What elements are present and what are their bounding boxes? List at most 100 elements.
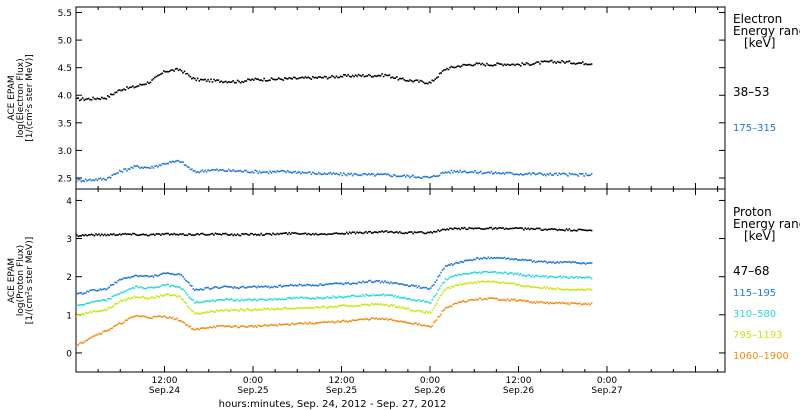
proton-data-point — [263, 307, 265, 310]
proton-data-point — [484, 228, 487, 230]
proton-data-point — [142, 287, 144, 289]
electron-data-point — [540, 172, 543, 175]
proton-data-point — [348, 283, 351, 285]
proton-data-point — [297, 322, 299, 325]
proton-data-point — [281, 323, 283, 326]
electron-data-point — [331, 74, 333, 77]
electron-data-point — [216, 79, 218, 81]
proton-data-point — [484, 281, 487, 283]
electron-data-point — [84, 178, 87, 181]
electron-data-point — [267, 79, 270, 82]
proton-data-point — [515, 258, 518, 260]
electron-data-point — [397, 175, 400, 178]
proton-data-point — [545, 275, 547, 277]
proton-data-point — [104, 308, 106, 311]
proton-data-point — [185, 324, 187, 326]
proton-data-point — [180, 233, 183, 236]
electron-data-point — [213, 78, 215, 81]
proton-data-point — [298, 296, 301, 299]
electron-data-point — [508, 172, 510, 174]
electron-data-point — [390, 175, 392, 178]
proton-data-point — [428, 231, 431, 234]
proton-data-point — [332, 282, 335, 285]
proton-data-point — [233, 233, 236, 236]
proton-data-point — [229, 298, 231, 301]
proton-data-point — [499, 257, 501, 259]
electron-ylabel-line: [1/(cm²s ster MeV)] — [25, 54, 35, 141]
electron-data-point — [518, 63, 521, 66]
electron-data-point — [536, 61, 538, 63]
electron-data-point — [511, 172, 513, 175]
proton-data-point — [273, 233, 276, 236]
proton-data-point — [233, 299, 236, 302]
proton-data-point — [543, 302, 546, 304]
electron-data-point — [207, 78, 209, 81]
proton-data-point — [247, 308, 249, 310]
proton-data-point — [537, 301, 540, 304]
electron-data-point — [183, 164, 186, 166]
proton-data-point — [438, 296, 441, 299]
proton-data-point — [463, 226, 466, 229]
proton-data-point — [99, 288, 102, 290]
electron-data-point — [127, 168, 130, 170]
electron-data-point — [86, 98, 88, 100]
proton-data-point — [514, 282, 516, 285]
proton-data-point — [195, 301, 198, 303]
proton-data-point — [468, 272, 470, 275]
electron-data-point — [332, 172, 335, 174]
proton-data-point — [188, 325, 190, 328]
proton-data-point — [489, 257, 491, 260]
electron-data-point — [418, 176, 420, 179]
electron-data-point — [132, 85, 134, 87]
proton-data-point — [561, 261, 563, 264]
proton-data-point — [177, 234, 180, 236]
electron-data-point — [419, 177, 422, 179]
proton-data-point — [258, 234, 261, 236]
proton-data-point — [242, 233, 245, 236]
proton-data-point — [126, 233, 128, 236]
electron-data-point — [368, 172, 370, 175]
proton-data-point — [425, 301, 428, 303]
electron-data-point — [385, 74, 388, 77]
proton-data-point — [160, 294, 162, 296]
proton-data-point — [273, 324, 276, 327]
electron-data-point — [394, 174, 397, 177]
electron-data-point — [435, 175, 438, 177]
proton-data-point — [530, 286, 532, 288]
electron-data-point — [177, 159, 180, 162]
proton-data-point — [589, 288, 591, 290]
proton-data-point — [468, 259, 470, 261]
electron-data-point — [458, 65, 460, 67]
electron-data-point — [328, 172, 330, 175]
proton-data-point — [407, 307, 410, 310]
proton-data-point — [238, 310, 240, 312]
proton-data-point — [250, 299, 252, 301]
electron-data-point — [394, 77, 397, 79]
electron-ytick-label: 2.5 — [58, 174, 72, 184]
electron-data-point — [567, 175, 569, 177]
proton-data-point — [421, 287, 423, 289]
proton-data-point — [149, 286, 152, 289]
proton-data-point — [106, 298, 109, 300]
proton-data-point — [397, 295, 400, 298]
electron-data-point — [326, 77, 329, 80]
proton-data-point — [263, 324, 265, 327]
proton-data-point — [151, 317, 153, 320]
proton-data-point — [499, 299, 501, 301]
proton-data-point — [118, 322, 121, 324]
proton-data-point — [356, 305, 358, 307]
proton-data-point — [368, 230, 370, 233]
proton-data-point — [549, 301, 552, 304]
proton-data-point — [394, 294, 397, 297]
electron-data-point — [306, 77, 308, 79]
proton-data-point — [238, 326, 240, 329]
electron-data-point — [559, 61, 562, 64]
electron-data-point — [232, 80, 234, 82]
proton-data-point — [155, 233, 158, 235]
proton-data-point — [140, 296, 143, 299]
proton-data-point — [109, 327, 112, 330]
proton-data-point — [545, 287, 547, 290]
proton-data-point — [157, 275, 159, 277]
electron-data-point — [478, 171, 481, 174]
electron-data-point — [583, 63, 585, 66]
